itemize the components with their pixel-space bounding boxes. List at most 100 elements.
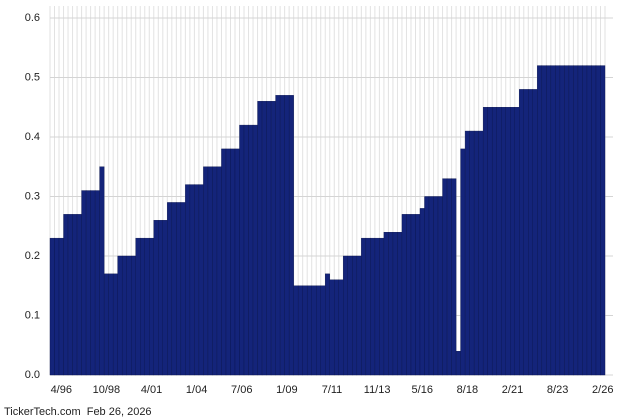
bar [370, 237, 376, 376]
x-tick-label: 1/09 [276, 384, 297, 396]
bar [185, 184, 191, 376]
bar [446, 178, 452, 376]
bar [401, 214, 407, 376]
bar [550, 65, 556, 376]
bar [523, 89, 529, 376]
bar [374, 237, 380, 376]
bar [131, 255, 136, 376]
bar [76, 214, 82, 376]
bar [117, 255, 123, 376]
bar [528, 89, 534, 376]
bar [329, 279, 335, 376]
bar [469, 130, 475, 376]
bar [121, 255, 127, 376]
y-tick-label: 0.2 [25, 250, 40, 262]
bar [293, 285, 299, 376]
bar [243, 124, 249, 376]
bar [541, 65, 547, 376]
bar [108, 273, 114, 376]
y-tick-label: 0.4 [25, 131, 40, 143]
x-tick-label: 2/21 [502, 384, 523, 396]
y-tick-label: 0.0 [25, 369, 40, 381]
x-tick-label: 4/01 [141, 384, 162, 396]
bar [58, 237, 64, 376]
bar [158, 220, 164, 376]
x-tick-label: 7/06 [231, 384, 252, 396]
bar [90, 190, 96, 376]
bar [94, 190, 100, 376]
bar [546, 65, 552, 376]
bar [203, 166, 209, 376]
bar [482, 107, 488, 376]
bar [248, 124, 254, 376]
bar [406, 214, 412, 376]
x-tick-label: 2/26 [592, 384, 613, 396]
bar [334, 279, 339, 376]
y-tick-label: 0.3 [25, 190, 40, 202]
bar [564, 65, 570, 376]
bar [225, 148, 231, 376]
bar [49, 237, 55, 376]
bar [356, 255, 362, 376]
y-tick-label: 0.1 [25, 309, 40, 321]
bar [212, 166, 218, 376]
bar [140, 237, 145, 376]
bar [54, 237, 60, 376]
bar [189, 184, 195, 376]
bar [275, 95, 281, 376]
bar [361, 237, 367, 376]
bar [234, 148, 240, 376]
bar [514, 107, 520, 376]
bar [392, 231, 398, 376]
bar [320, 285, 326, 376]
bar [81, 190, 87, 376]
bar [311, 285, 317, 376]
bar [519, 89, 524, 376]
bar [437, 196, 443, 376]
bar [455, 351, 461, 376]
bar [532, 89, 538, 376]
bar [85, 190, 91, 376]
bar [379, 237, 385, 376]
y-tick-label: 0.5 [25, 71, 40, 83]
bar [347, 255, 353, 376]
bar [424, 196, 430, 376]
bar [126, 255, 132, 376]
bar [149, 237, 154, 376]
bar [270, 101, 276, 376]
bar [419, 208, 425, 376]
bar [207, 166, 213, 376]
bar [180, 202, 186, 376]
bar [397, 231, 403, 376]
bar [496, 107, 502, 376]
bar [302, 285, 308, 376]
bar [591, 65, 597, 376]
bar [559, 65, 565, 376]
bar [338, 279, 344, 376]
bar [162, 220, 168, 376]
bar [144, 237, 150, 376]
bar [63, 214, 69, 376]
bar [171, 202, 177, 376]
bar [451, 178, 457, 376]
x-tick-label: 4/96 [51, 384, 72, 396]
bar [257, 101, 263, 376]
bar [582, 65, 588, 376]
bar [306, 285, 312, 376]
bar [478, 130, 484, 376]
bar [252, 124, 258, 376]
bar [577, 65, 583, 376]
bar [297, 285, 303, 376]
bar [103, 273, 109, 376]
bar [99, 166, 105, 376]
bar [230, 148, 236, 376]
x-tick-label: 11/13 [364, 384, 391, 396]
bar [501, 107, 506, 376]
bar [72, 214, 78, 376]
bar [194, 184, 200, 376]
x-tick-label: 8/18 [457, 384, 478, 396]
bar [555, 65, 561, 376]
x-tick-label: 7/11 [322, 384, 343, 396]
x-tick-label: 8/23 [547, 384, 568, 396]
